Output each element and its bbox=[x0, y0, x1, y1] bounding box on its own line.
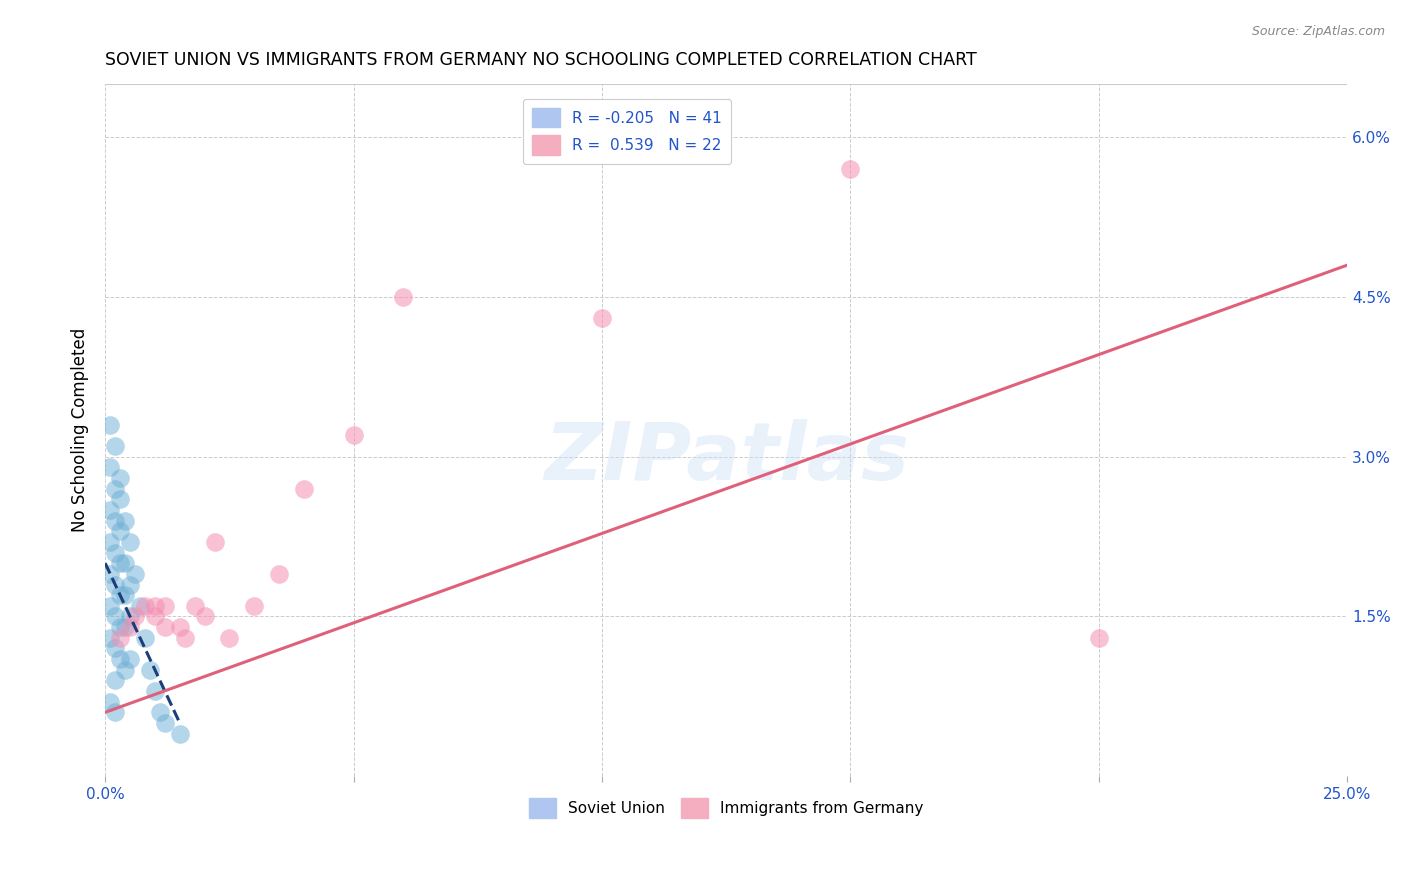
Point bbox=[204, 535, 226, 549]
Point bbox=[269, 566, 291, 581]
Point bbox=[104, 706, 127, 720]
Point bbox=[104, 514, 127, 528]
Point bbox=[114, 556, 136, 570]
Point bbox=[1088, 631, 1111, 645]
Point bbox=[98, 417, 121, 432]
Point bbox=[591, 311, 613, 326]
Point bbox=[118, 652, 141, 666]
Point bbox=[108, 492, 131, 507]
Point bbox=[118, 535, 141, 549]
Point bbox=[118, 620, 141, 634]
Point bbox=[169, 620, 191, 634]
Point bbox=[139, 663, 162, 677]
Point bbox=[194, 609, 217, 624]
Point bbox=[108, 524, 131, 539]
Point bbox=[153, 599, 176, 613]
Point bbox=[118, 609, 141, 624]
Point bbox=[134, 631, 156, 645]
Point bbox=[218, 631, 240, 645]
Point bbox=[143, 609, 166, 624]
Point bbox=[173, 631, 195, 645]
Point bbox=[292, 482, 315, 496]
Y-axis label: No Schooling Completed: No Schooling Completed bbox=[72, 328, 89, 533]
Point bbox=[108, 652, 131, 666]
Point bbox=[153, 715, 176, 730]
Point bbox=[114, 588, 136, 602]
Point bbox=[124, 566, 146, 581]
Point bbox=[98, 695, 121, 709]
Point bbox=[98, 566, 121, 581]
Point bbox=[98, 503, 121, 517]
Legend: Soviet Union, Immigrants from Germany: Soviet Union, Immigrants from Germany bbox=[523, 792, 929, 824]
Point bbox=[98, 460, 121, 475]
Point bbox=[343, 428, 366, 442]
Point bbox=[839, 162, 862, 177]
Point bbox=[108, 471, 131, 485]
Point bbox=[392, 290, 415, 304]
Point bbox=[124, 609, 146, 624]
Point bbox=[98, 535, 121, 549]
Point bbox=[104, 641, 127, 656]
Point bbox=[104, 673, 127, 688]
Text: ZIPatlas: ZIPatlas bbox=[544, 419, 908, 497]
Point bbox=[169, 726, 191, 740]
Point bbox=[183, 599, 205, 613]
Point bbox=[104, 482, 127, 496]
Point bbox=[104, 577, 127, 591]
Text: SOVIET UNION VS IMMIGRANTS FROM GERMANY NO SCHOOLING COMPLETED CORRELATION CHART: SOVIET UNION VS IMMIGRANTS FROM GERMANY … bbox=[105, 51, 977, 69]
Point bbox=[114, 514, 136, 528]
Point bbox=[134, 599, 156, 613]
Point bbox=[114, 620, 136, 634]
Point bbox=[108, 588, 131, 602]
Point bbox=[114, 663, 136, 677]
Point bbox=[104, 609, 127, 624]
Point bbox=[98, 631, 121, 645]
Point bbox=[153, 620, 176, 634]
Point bbox=[108, 631, 131, 645]
Point bbox=[108, 556, 131, 570]
Point bbox=[143, 599, 166, 613]
Point bbox=[104, 439, 127, 453]
Point bbox=[149, 706, 172, 720]
Point bbox=[108, 620, 131, 634]
Point bbox=[98, 599, 121, 613]
Point bbox=[143, 684, 166, 698]
Point bbox=[243, 599, 266, 613]
Point bbox=[118, 577, 141, 591]
Point bbox=[104, 545, 127, 559]
Text: Source: ZipAtlas.com: Source: ZipAtlas.com bbox=[1251, 25, 1385, 38]
Point bbox=[129, 599, 152, 613]
